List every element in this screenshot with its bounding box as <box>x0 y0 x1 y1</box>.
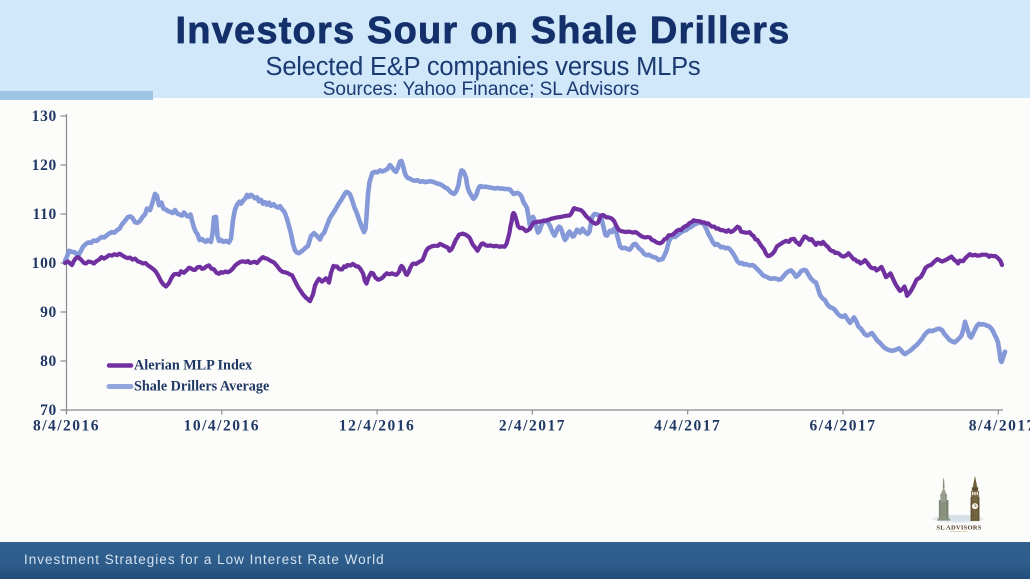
svg-text:70: 70 <box>40 402 57 419</box>
svg-text:6/4/2017: 6/4/2017 <box>809 418 876 435</box>
svg-text:SL ADVISORS: SL ADVISORS <box>936 525 981 532</box>
svg-text:2/4/2017: 2/4/2017 <box>499 418 566 435</box>
svg-text:4/4/2017: 4/4/2017 <box>654 418 721 435</box>
svg-text:80: 80 <box>40 353 57 370</box>
svg-text:Alerian MLP Index: Alerian MLP Index <box>134 358 253 374</box>
svg-text:130: 130 <box>32 108 57 125</box>
svg-text:12/4/2016: 12/4/2016 <box>339 418 415 435</box>
svg-text:8/4/2016: 8/4/2016 <box>33 418 100 435</box>
svg-text:110: 110 <box>33 206 58 223</box>
svg-text:Shale Drillers Average: Shale Drillers Average <box>134 379 269 395</box>
svg-text:120: 120 <box>32 157 57 174</box>
svg-text:100: 100 <box>32 255 57 272</box>
svg-text:10/4/2016: 10/4/2016 <box>184 418 260 435</box>
svg-text:90: 90 <box>40 304 57 321</box>
svg-text:8/4/2017: 8/4/2017 <box>969 418 1030 435</box>
